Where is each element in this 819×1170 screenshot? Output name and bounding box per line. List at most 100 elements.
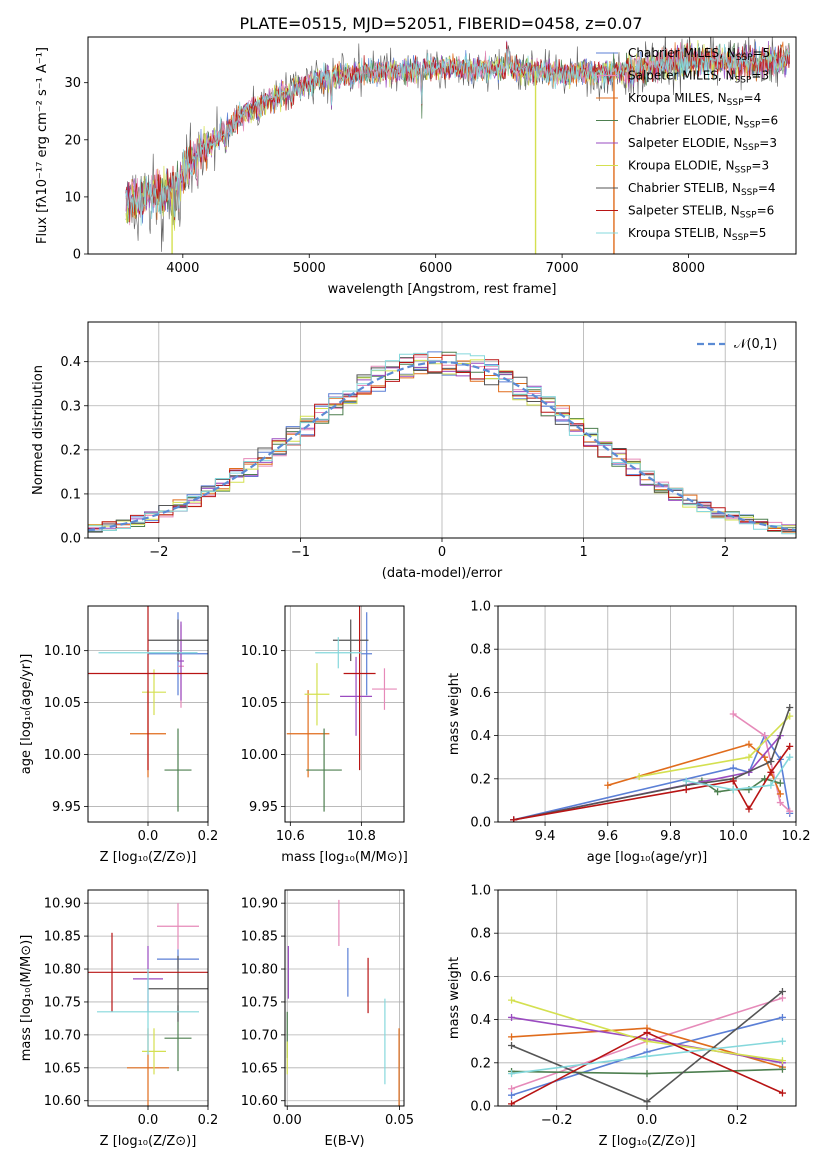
weight-marker xyxy=(508,1033,516,1041)
weight-series-salpeter_stelib xyxy=(508,1029,786,1106)
legend-label-salpeter_stelib: Salpeter STELIB, NSSP=6 xyxy=(628,204,774,221)
histogram-salpeter_stelib xyxy=(88,354,796,531)
y-tick-label: 10.65 xyxy=(44,1061,81,1076)
legend-subscript: SSP xyxy=(744,121,761,131)
errorbar-point-chabrier_miles xyxy=(361,612,373,696)
legend-label-kroupa_stelib: Kroupa STELIB, NSSP=5 xyxy=(628,226,766,243)
axes-frame xyxy=(87,889,209,1107)
legend-label-kroupa_elodie: Kroupa ELODIE, NSSP=3 xyxy=(628,159,769,176)
y-tick-label: 10.75 xyxy=(44,995,81,1010)
x-tick-label: −0.2 xyxy=(541,1113,573,1128)
legend-nssp: =6 xyxy=(757,204,775,218)
y-tick-label: 0.8 xyxy=(470,927,491,942)
weight-marker xyxy=(682,786,690,794)
y-tick-label: 0.3 xyxy=(60,399,81,414)
weight-marker xyxy=(508,1042,516,1050)
axes-age_vs_Z: 0.0 0.2 9.95 10.00 10.05 10.10 Z [log₁₀(Z/Z⊙)]… xyxy=(19,605,219,865)
legend-subscript: SSP xyxy=(741,188,758,198)
y-axis-label: mass [log₁₀(M/M⊙)] xyxy=(19,935,34,1062)
weight-marker xyxy=(604,781,612,789)
errorbar-point-salpeter_stelib xyxy=(88,606,208,771)
plot-area-weight_vs_age xyxy=(510,704,794,822)
ticks-age_vs_mass: 10.6 10.8 9.95 10.00 10.05 10.10 xyxy=(241,644,376,844)
y-tick-label: 0.6 xyxy=(470,970,491,985)
weight-marker xyxy=(778,1013,786,1021)
x-tick-label: 8000 xyxy=(672,261,705,276)
weight-marker xyxy=(745,753,753,761)
weight-marker xyxy=(508,996,516,1004)
weight-marker xyxy=(643,1098,651,1106)
y-tick-label: 10.05 xyxy=(241,696,278,711)
legend-nssp: =6 xyxy=(760,114,778,128)
weight-marker xyxy=(776,779,784,787)
y-axis-label: Normed distribution xyxy=(31,365,46,495)
x-tick-label: 9.6 xyxy=(597,829,618,844)
weight-marker xyxy=(778,994,786,1002)
y-axis-label: age [log₁₀(age/yr)] xyxy=(19,654,34,775)
y-tick-label: 10.60 xyxy=(241,1094,278,1109)
weight-marker xyxy=(729,777,737,785)
y-tick-label: 0 xyxy=(73,248,81,263)
weight-marker xyxy=(778,1065,786,1073)
plot-area-weight_vs_Z xyxy=(508,988,786,1106)
x-tick-label: 9.4 xyxy=(535,829,556,844)
ticks-age_vs_Z: 0.0 0.2 9.95 10.00 10.05 10.10 xyxy=(44,644,219,844)
errorbar-point-kroupa_stelib xyxy=(315,637,362,669)
plot-area-mass_vs_Z xyxy=(88,903,208,1106)
ticks-spectrum: 4000 5000 6000 7000 8000 0 10 20 30 xyxy=(64,76,705,276)
weight-marker xyxy=(643,1070,651,1078)
x-tick-label: 10.8 xyxy=(347,829,376,844)
x-axis-label: (data-model)/error xyxy=(382,566,503,581)
errorbar-point-salpeter_elodie xyxy=(178,621,184,701)
ticks-residuals: −2 −1 0 1 2 0.0 0.1 0.2 0.3 0.4 xyxy=(60,355,729,560)
y-tick-label: 0.4 xyxy=(470,1013,491,1028)
weight-marker xyxy=(767,758,775,766)
y-tick-label: 10.75 xyxy=(241,995,278,1010)
axes-frame xyxy=(284,889,405,1107)
y-tick-label: 0.4 xyxy=(60,355,81,370)
legend-label-salpeter_elodie: Salpeter ELODIE, NSSP=3 xyxy=(628,136,777,153)
errorbar-point-chabrier_elodie xyxy=(306,728,342,812)
legend-label-chabrier_stelib: Chabrier STELIB, NSSP=4 xyxy=(628,181,776,198)
y-tick-label: 10 xyxy=(64,190,81,205)
x-tick-label: 0.2 xyxy=(198,1113,219,1128)
errorbar-point-kroupa_stelib xyxy=(98,651,198,654)
x-axis-label: Z [log₁₀(Z/Z⊙)] xyxy=(599,1134,696,1149)
y-axis-label: mass weight xyxy=(447,957,462,1039)
x-tick-label: 0.0 xyxy=(138,829,159,844)
weight-marker xyxy=(778,988,786,996)
y-tick-label: 0.0 xyxy=(470,816,491,831)
spectrum-kroupa_stelib xyxy=(125,43,791,226)
y-tick-label: 0.2 xyxy=(470,772,491,787)
weight-marker xyxy=(745,740,753,748)
y-tick-label: 0.6 xyxy=(470,686,491,701)
y-tick-label: 10.10 xyxy=(44,644,81,659)
y-tick-label: 10.90 xyxy=(44,897,81,912)
axes-weight_vs_Z: −0.2 0.0 0.2 0.0 0.2 0.4 0.6 0.8 1.0 Z [log₁₀(Z/Z… xyxy=(447,884,797,1149)
x-tick-label: 0.2 xyxy=(198,829,219,844)
x-tick-label: 0.05 xyxy=(385,1113,414,1128)
legend-subscript: SSP xyxy=(735,76,752,86)
plot-area-age_vs_Z xyxy=(88,606,208,812)
weight-marker xyxy=(786,742,794,750)
weight-marker xyxy=(745,805,753,813)
axes-weight_vs_age: 9.4 9.6 9.8 10.0 10.2 0.0 0.2 0.4 0.6 0.8 1.0 age [… xyxy=(447,600,810,866)
ticks-mass_vs_ebv: 0.00 0.05 10.60 10.65 10.70 10.75 10.80 10.85 10… xyxy=(241,897,414,1128)
y-tick-label: 10.90 xyxy=(241,897,278,912)
legend-nssp: =4 xyxy=(758,181,776,195)
x-tick-label: 10.6 xyxy=(276,829,305,844)
legend-nssp: =5 xyxy=(753,46,771,60)
legend-nssp: =4 xyxy=(744,91,762,105)
axes-mass_vs_ebv: 0.00 0.05 10.60 10.65 10.70 10.75 10.80 10.85 10… xyxy=(241,889,414,1149)
y-tick-label: 10.00 xyxy=(241,748,278,763)
axes-frame xyxy=(497,605,797,823)
legend-residuals: 𝒩(0,1) xyxy=(697,337,777,352)
legend-label-chabrier_elodie: Chabrier ELODIE, NSSP=6 xyxy=(628,114,778,131)
legend-subscript: SSP xyxy=(740,211,757,221)
weight-marker xyxy=(729,786,737,794)
legend-subscript: SSP xyxy=(742,143,759,153)
errorbar-point-salpeter_miles xyxy=(157,903,199,950)
y-axis-label: mass weight xyxy=(447,673,462,755)
